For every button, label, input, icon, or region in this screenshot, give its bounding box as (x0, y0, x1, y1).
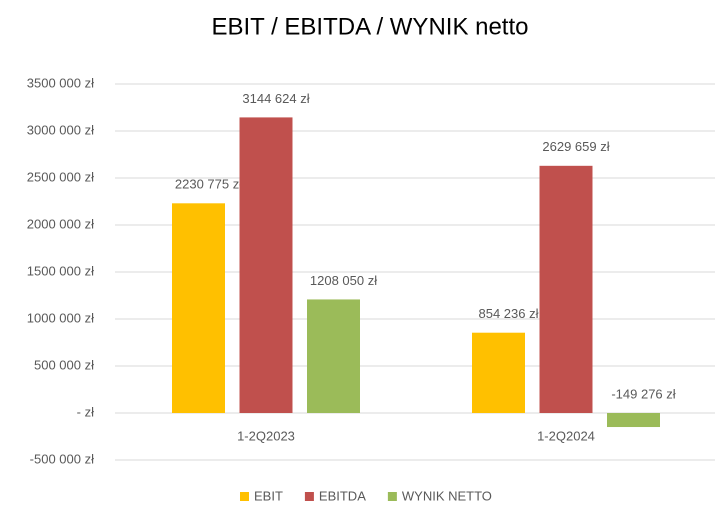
bar (307, 299, 360, 413)
y-tick-label: 1500 000 zł (27, 263, 94, 278)
y-tick-label: 2500 000 zł (27, 169, 94, 184)
data-label: 854 236 zł (479, 306, 539, 321)
y-tick-label: 3000 000 zł (27, 122, 94, 137)
legend-swatch (240, 492, 249, 501)
x-tick-label: 1-2Q2024 (537, 428, 595, 443)
data-label: 2230 775 zł (175, 177, 242, 192)
y-tick-label: 1000 000 zł (27, 310, 94, 325)
data-label: 2629 659 zł (542, 139, 609, 154)
bar (607, 413, 660, 428)
y-tick-label: 2000 000 zł (27, 216, 94, 231)
bar (239, 117, 293, 414)
y-tick-label: 500 000 zł (34, 357, 94, 372)
data-label: -149 276 zł (611, 386, 675, 401)
bar (472, 332, 525, 413)
x-tick-label: 1-2Q2023 (237, 428, 295, 443)
bar (539, 165, 593, 413)
data-label: 1208 050 zł (310, 273, 377, 288)
data-label: 3144 624 zł (242, 91, 309, 106)
chart-title: EBIT / EBITDA / WYNIK netto (212, 13, 529, 40)
y-tick-label: - zł (77, 404, 94, 419)
y-tick-label: 3500 000 zł (27, 75, 94, 90)
legend-label: EBITDA (319, 488, 366, 503)
y-tick-label: -500 000 zł (30, 451, 94, 466)
legend-swatch (304, 492, 314, 501)
legend-label: WYNIK NETTO (402, 488, 492, 503)
legend-label: EBIT (254, 488, 283, 503)
bar (172, 203, 225, 413)
legend-swatch (387, 492, 397, 501)
